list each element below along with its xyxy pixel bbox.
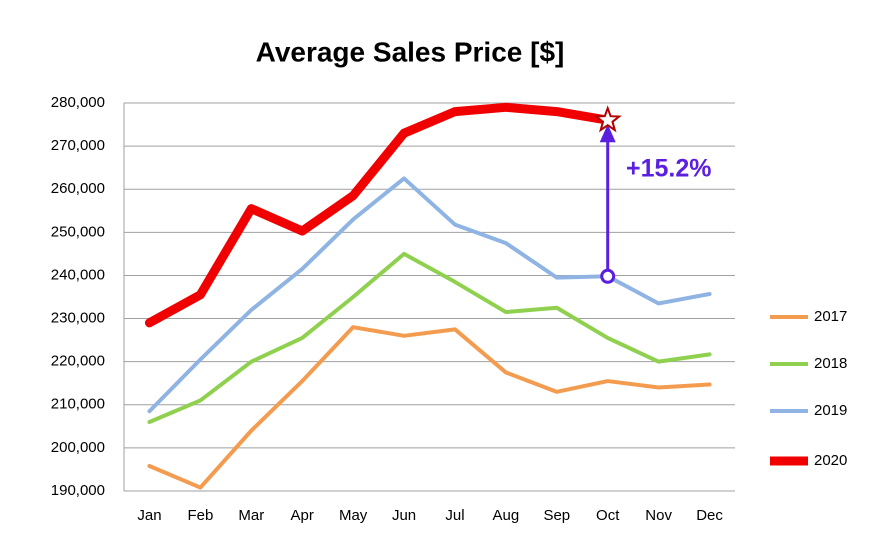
- line-series: [147, 176, 712, 414]
- legend-label: 2018: [814, 355, 847, 372]
- x-tick-label: Apr: [291, 507, 314, 524]
- x-tick-label: Oct: [596, 507, 620, 524]
- x-tick-label: Jun: [392, 507, 416, 524]
- x-tick-label: Feb: [187, 507, 213, 524]
- y-tick-label: 200,000: [51, 439, 105, 456]
- legend-label: 2019: [814, 402, 847, 419]
- line-series: [144, 102, 613, 328]
- y-tick-label: 220,000: [51, 353, 105, 370]
- y-tick-label: 250,000: [51, 223, 105, 240]
- legend-label: 2020: [814, 452, 847, 469]
- y-tick-label: 210,000: [51, 396, 105, 413]
- x-tick-label: Sep: [543, 507, 570, 524]
- star-marker: [593, 105, 622, 133]
- y-tick-label: 270,000: [51, 137, 105, 154]
- x-tick-label: May: [339, 507, 368, 524]
- marker: [600, 268, 616, 284]
- x-tick-label: Aug: [493, 507, 520, 524]
- chart-title: Average Sales Price [$]: [256, 36, 565, 67]
- y-tick-label: 230,000: [51, 310, 105, 327]
- x-tick-label: Jan: [137, 507, 161, 524]
- y-tick-label: 260,000: [51, 180, 105, 197]
- y-tick-label: 280,000: [51, 94, 105, 111]
- x-tick-label: Nov: [645, 507, 672, 524]
- y-tick-label: 240,000: [51, 266, 105, 283]
- x-tick-label: Dec: [696, 507, 723, 524]
- x-tick-label: Jul: [445, 507, 464, 524]
- line-series: [147, 251, 712, 425]
- annotation: +15.2%: [626, 155, 712, 183]
- y-tick-label: 190,000: [51, 482, 105, 499]
- x-tick-label: Mar: [238, 507, 264, 524]
- arrow-head: [599, 124, 616, 143]
- line-series: [147, 325, 712, 490]
- legend-label: 2017: [814, 308, 847, 325]
